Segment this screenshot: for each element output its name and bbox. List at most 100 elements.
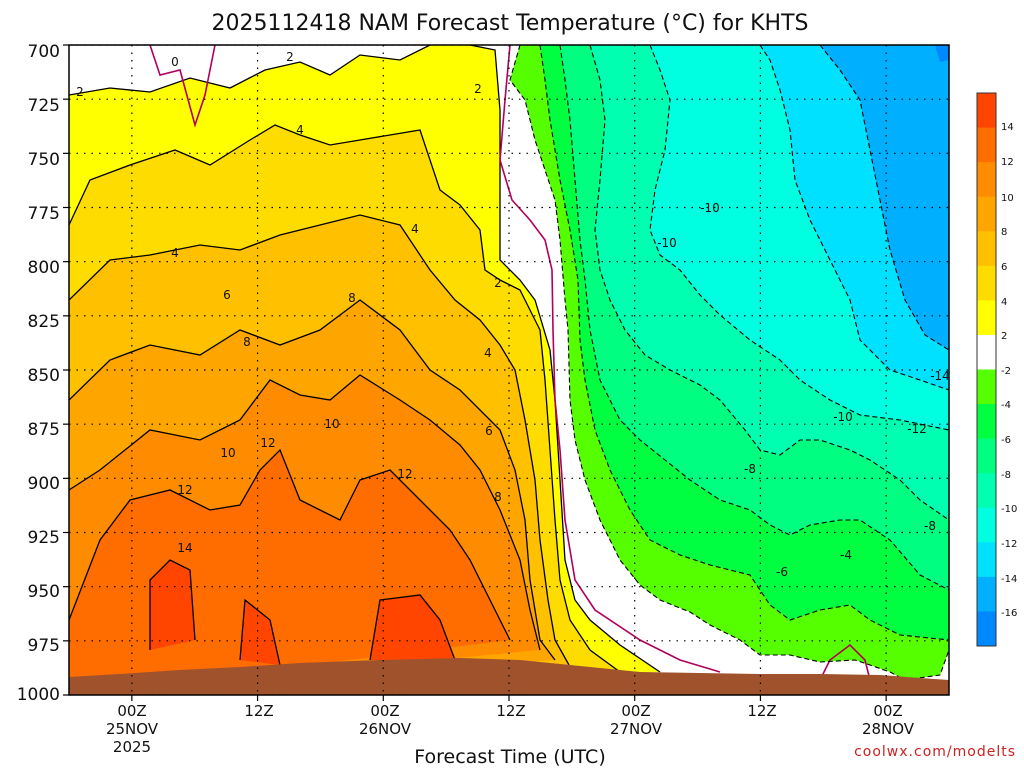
- color-bar-cell: [977, 542, 996, 578]
- contour-line-0-west: [149, 45, 216, 128]
- y-tick-label: 800: [28, 258, 60, 278]
- color-bar-label: 14: [1001, 122, 1014, 133]
- color-bar-cell: [977, 334, 996, 370]
- color-bar-cell: [977, 93, 996, 129]
- x-tick-date: 26NOV: [359, 720, 412, 738]
- x-tick-label: 00Z: [370, 702, 399, 720]
- color-bar: 14 12 10 8 6 4 2 -2 -4 -6 -8 -10 -12 -14…: [976, 92, 1017, 647]
- x-tick-label: 12Z: [244, 702, 273, 720]
- contour-line-m14: [819, 45, 949, 351]
- color-bar-cells: [977, 93, 996, 647]
- contour-line-0-south: [819, 643, 871, 681]
- color-bar-cell: [977, 369, 996, 405]
- contour-line-0-east: [499, 45, 721, 673]
- y-tick-label: 750: [28, 150, 60, 170]
- y-tick-label: 700: [28, 42, 60, 62]
- contour-label: 10: [324, 417, 339, 431]
- y-tick-label: 850: [28, 366, 60, 386]
- color-bar-label: 8: [1001, 227, 1007, 238]
- x-tick-label: 12Z: [496, 702, 525, 720]
- plot-area: [69, 45, 949, 695]
- contour-label: 10: [220, 446, 235, 460]
- color-bar-label: -14: [1001, 574, 1017, 585]
- x-tick-year: 2025: [113, 738, 151, 756]
- color-bar-label: -4: [1001, 400, 1011, 411]
- color-bar-cell: [977, 300, 996, 336]
- source-credit: coolwx.com/modelts: [854, 744, 1016, 760]
- fill-band-m14-m16: [820, 45, 949, 350]
- y-axis-ticks: [63, 44, 69, 696]
- y-tick-label: 875: [28, 420, 60, 440]
- color-bar-label: -10: [1001, 504, 1017, 515]
- y-tick-label: 725: [28, 96, 60, 116]
- color-bar-cell: [977, 473, 996, 509]
- contour-label: 4: [171, 246, 179, 260]
- x-axis: 00Z 25NOV 2025 12Z 00Z 26NOV 12Z 00Z 27N…: [106, 695, 915, 768]
- x-tick-label: 00Z: [621, 702, 650, 720]
- color-bar-cell: [977, 265, 996, 301]
- x-axis-title: Forecast Time (UTC): [414, 746, 605, 768]
- color-bar-label: -16: [1001, 608, 1017, 619]
- contour-label: 0: [171, 55, 179, 69]
- contour-label: 2: [76, 85, 84, 99]
- color-bar-cell: [977, 404, 996, 440]
- y-tick-label: 925: [28, 528, 60, 548]
- contour-labels: 0 2 2 2 2 4 4 4 4 6 6 8 8 8 10 10 12 12 …: [76, 50, 950, 579]
- contour-line-6: [69, 214, 570, 666]
- color-bar-label: -2: [1001, 366, 1011, 377]
- contour-line-m6: [559, 45, 949, 591]
- color-bar-cell: [977, 231, 996, 267]
- contour-line-2: [69, 45, 661, 673]
- y-tick-label: 775: [28, 204, 60, 224]
- color-bar-cell: [977, 162, 996, 198]
- y-tick-label: 950: [28, 582, 60, 602]
- contour-label: 4: [411, 222, 419, 236]
- contour-label: -10: [833, 410, 853, 424]
- contour-label: 8: [243, 335, 251, 349]
- contour-label: -8: [924, 519, 936, 533]
- contour-label: 2: [494, 276, 502, 290]
- contour-label: -6: [776, 565, 788, 579]
- contour-line-m8: [589, 45, 949, 521]
- color-bar-cell: [977, 507, 996, 543]
- contour-label: 14: [177, 541, 192, 555]
- color-bar-cell: [977, 576, 996, 612]
- contour-label: -10: [700, 201, 720, 215]
- color-bar-label: 12: [1001, 157, 1014, 168]
- color-bar-label: 10: [1001, 193, 1014, 204]
- y-tick-label: 825: [28, 312, 60, 332]
- color-bar-cell: [977, 438, 996, 474]
- contour-label: -8: [744, 462, 756, 476]
- contour-line-12: [69, 448, 511, 641]
- contour-label: 6: [223, 288, 231, 302]
- color-bar-label: -12: [1001, 539, 1017, 550]
- contour-line-m12: [759, 45, 949, 391]
- color-bar-label: -8: [1001, 470, 1011, 481]
- y-tick-label: 900: [28, 474, 60, 494]
- contour-line-10: [69, 374, 541, 651]
- contour-line-14: [149, 559, 456, 666]
- color-bar-label: 4: [1001, 297, 1007, 308]
- contour-label: -14: [930, 369, 950, 383]
- x-tick-date: 25NOV: [106, 720, 159, 738]
- contour-label: 8: [494, 490, 502, 504]
- y-tick-label: 1000: [17, 685, 60, 705]
- contour-label: 12: [397, 467, 412, 481]
- color-bar-cell: [977, 127, 996, 163]
- contour-label: 4: [296, 123, 304, 137]
- contour-label: 8: [348, 291, 356, 305]
- contour-line-4: [69, 124, 621, 673]
- contour-line-m2: [509, 45, 949, 681]
- x-tick-label: 12Z: [747, 702, 776, 720]
- contour-label: 6: [485, 424, 493, 438]
- contour-line-m4: [539, 45, 949, 641]
- fill-band-m16: [935, 45, 949, 62]
- color-bar-label: 2: [1001, 331, 1007, 342]
- contour-label: 2: [474, 82, 482, 96]
- contour-line-m10: [649, 45, 949, 431]
- contour-label: 12: [260, 436, 275, 450]
- y-axis: 700 725 750 775 800 825 850 875 900 925 …: [17, 42, 69, 705]
- contour-label: 4: [484, 346, 492, 360]
- contour-label: 12: [177, 483, 192, 497]
